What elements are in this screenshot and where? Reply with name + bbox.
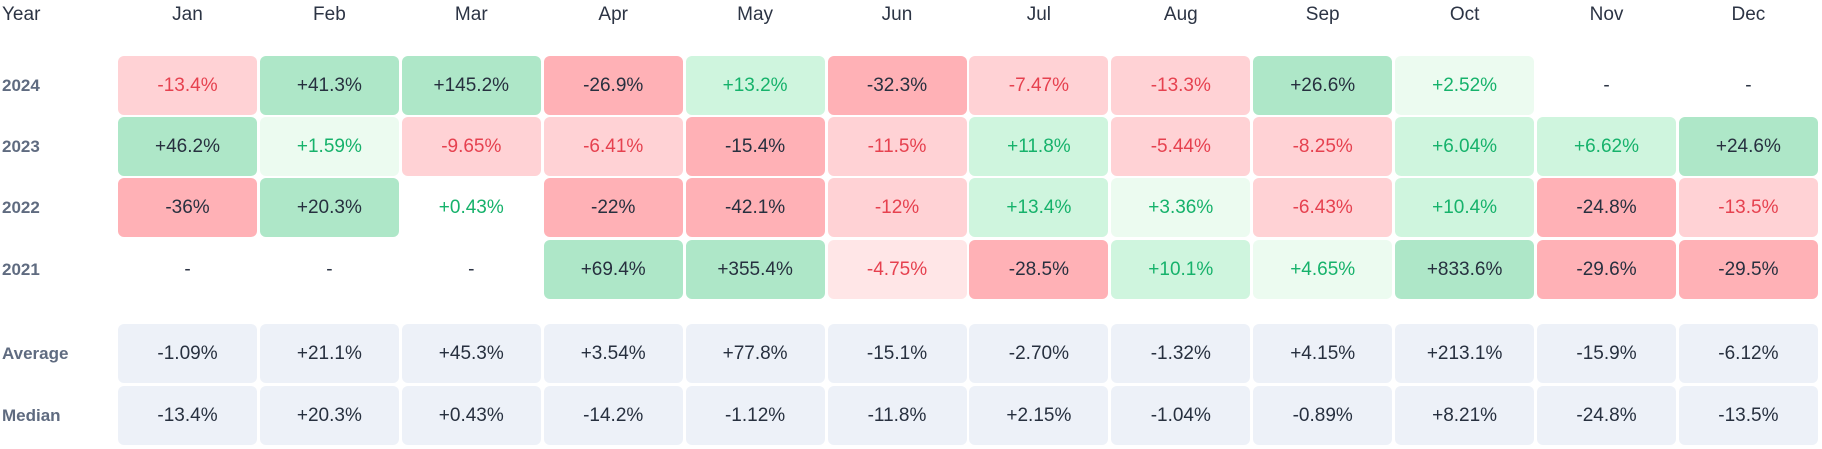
stat-cell: +0.43% <box>401 386 541 445</box>
stat-cell: -6.12% <box>1678 324 1818 383</box>
row-label-year: 2022 <box>2 198 40 217</box>
return-cell[interactable]: -15.4% <box>685 117 825 176</box>
return-cell[interactable]: -5.44% <box>1111 117 1251 176</box>
column-header-month: Sep <box>1305 4 1340 25</box>
return-cell[interactable]: -13.3% <box>1111 56 1251 115</box>
return-cell[interactable]: -9.65% <box>401 117 541 176</box>
return-cell[interactable]: - <box>184 258 191 280</box>
stat-cell: -2.70% <box>969 324 1109 383</box>
return-cell[interactable]: +10.4% <box>1395 178 1535 237</box>
stat-cell: +77.8% <box>685 324 825 383</box>
return-cell[interactable]: -6.43% <box>1253 178 1393 237</box>
return-cell[interactable]: +1.59% <box>259 117 399 176</box>
return-cell[interactable]: +11.8% <box>969 117 1109 176</box>
return-cell[interactable]: -4.75% <box>827 240 967 299</box>
stat-cell: +213.1% <box>1395 324 1535 383</box>
return-cell[interactable]: -6.41% <box>543 117 683 176</box>
column-header-month: Feb <box>313 4 346 25</box>
return-cell[interactable]: -12% <box>827 178 967 237</box>
stat-cell: +20.3% <box>259 386 399 445</box>
stat-cell: -1.09% <box>118 324 257 383</box>
stat-cell: +4.15% <box>1253 324 1393 383</box>
return-cell[interactable]: +4.65% <box>1253 240 1393 299</box>
return-cell[interactable]: -29.5% <box>1678 240 1818 299</box>
column-header-month: May <box>737 4 774 25</box>
row-label-year: 2024 <box>2 76 40 95</box>
stat-cell: -24.8% <box>1537 386 1676 445</box>
column-header-month: Jan <box>172 4 203 25</box>
return-cell[interactable]: -11.5% <box>827 117 967 176</box>
column-header-month: Jul <box>1026 4 1052 25</box>
column-header-month: Aug <box>1163 4 1198 25</box>
return-cell[interactable]: -26.9% <box>543 56 683 115</box>
stat-cell: -1.12% <box>685 386 825 445</box>
return-cell[interactable]: +46.2% <box>118 117 257 176</box>
column-header-year: Year <box>2 4 41 25</box>
stat-cell: -15.1% <box>827 324 967 383</box>
return-cell[interactable]: +10.1% <box>1111 240 1251 299</box>
row-label-stat: Median <box>2 406 61 425</box>
return-cell[interactable]: -24.8% <box>1537 178 1676 237</box>
stat-cell: -11.8% <box>827 386 967 445</box>
stat-cell: -0.89% <box>1253 386 1393 445</box>
stat-cell: +3.54% <box>543 324 683 383</box>
return-cell[interactable]: - <box>1603 74 1610 96</box>
return-cell[interactable]: +833.6% <box>1395 240 1535 299</box>
column-header-month: Mar <box>454 4 488 25</box>
return-cell[interactable]: -28.5% <box>969 240 1109 299</box>
row-label-year: 2021 <box>2 260 40 279</box>
stat-cell: +2.15% <box>969 386 1109 445</box>
return-cell[interactable]: +6.04% <box>1395 117 1535 176</box>
return-cell[interactable]: - <box>326 258 333 280</box>
return-cell[interactable]: +26.6% <box>1253 56 1393 115</box>
return-cell[interactable]: -32.3% <box>827 56 967 115</box>
return-cell[interactable]: +355.4% <box>685 240 825 299</box>
return-cell[interactable]: -8.25% <box>1253 117 1393 176</box>
row-label-year: 2023 <box>2 137 40 156</box>
stat-cell: +8.21% <box>1395 386 1535 445</box>
column-header-month: Nov <box>1589 4 1624 25</box>
return-cell[interactable]: +41.3% <box>259 56 399 115</box>
stat-cell: -14.2% <box>543 386 683 445</box>
column-header-month: Jun <box>881 4 913 25</box>
return-cell[interactable]: -36% <box>118 178 257 237</box>
return-cell[interactable]: +13.2% <box>685 56 825 115</box>
stat-cell: +21.1% <box>259 324 399 383</box>
return-cell[interactable]: -29.6% <box>1537 240 1676 299</box>
return-cell[interactable]: +20.3% <box>259 178 399 237</box>
stat-cell: -15.9% <box>1537 324 1676 383</box>
stat-cell: -13.5% <box>1678 386 1818 445</box>
return-cell[interactable]: -22% <box>543 178 683 237</box>
return-cell[interactable]: -42.1% <box>685 178 825 237</box>
stat-cell: +45.3% <box>401 324 541 383</box>
stat-cell: -13.4% <box>118 386 257 445</box>
return-cell[interactable]: -13.5% <box>1678 178 1818 237</box>
return-cell[interactable]: +3.36% <box>1111 178 1251 237</box>
column-header-month: Oct <box>1449 4 1480 25</box>
stat-cell: -1.32% <box>1111 324 1251 383</box>
return-cell[interactable]: +13.4% <box>969 178 1109 237</box>
return-cell[interactable]: +145.2% <box>401 56 541 115</box>
return-cell[interactable]: - <box>1745 74 1752 96</box>
return-cell[interactable]: +24.6% <box>1678 117 1818 176</box>
return-cell[interactable]: +69.4% <box>543 240 683 299</box>
stat-cell: -1.04% <box>1111 386 1251 445</box>
return-cell[interactable]: -13.4% <box>118 56 257 115</box>
column-header-month: Apr <box>598 4 628 25</box>
return-cell[interactable]: +2.52% <box>1395 56 1535 115</box>
return-cell[interactable]: +6.62% <box>1537 117 1676 176</box>
return-cell[interactable]: +0.43% <box>438 196 504 218</box>
return-cell[interactable]: -7.47% <box>969 56 1109 115</box>
row-label-stat: Average <box>2 344 69 363</box>
column-header-month: Dec <box>1731 4 1766 25</box>
return-cell[interactable]: - <box>468 258 475 280</box>
